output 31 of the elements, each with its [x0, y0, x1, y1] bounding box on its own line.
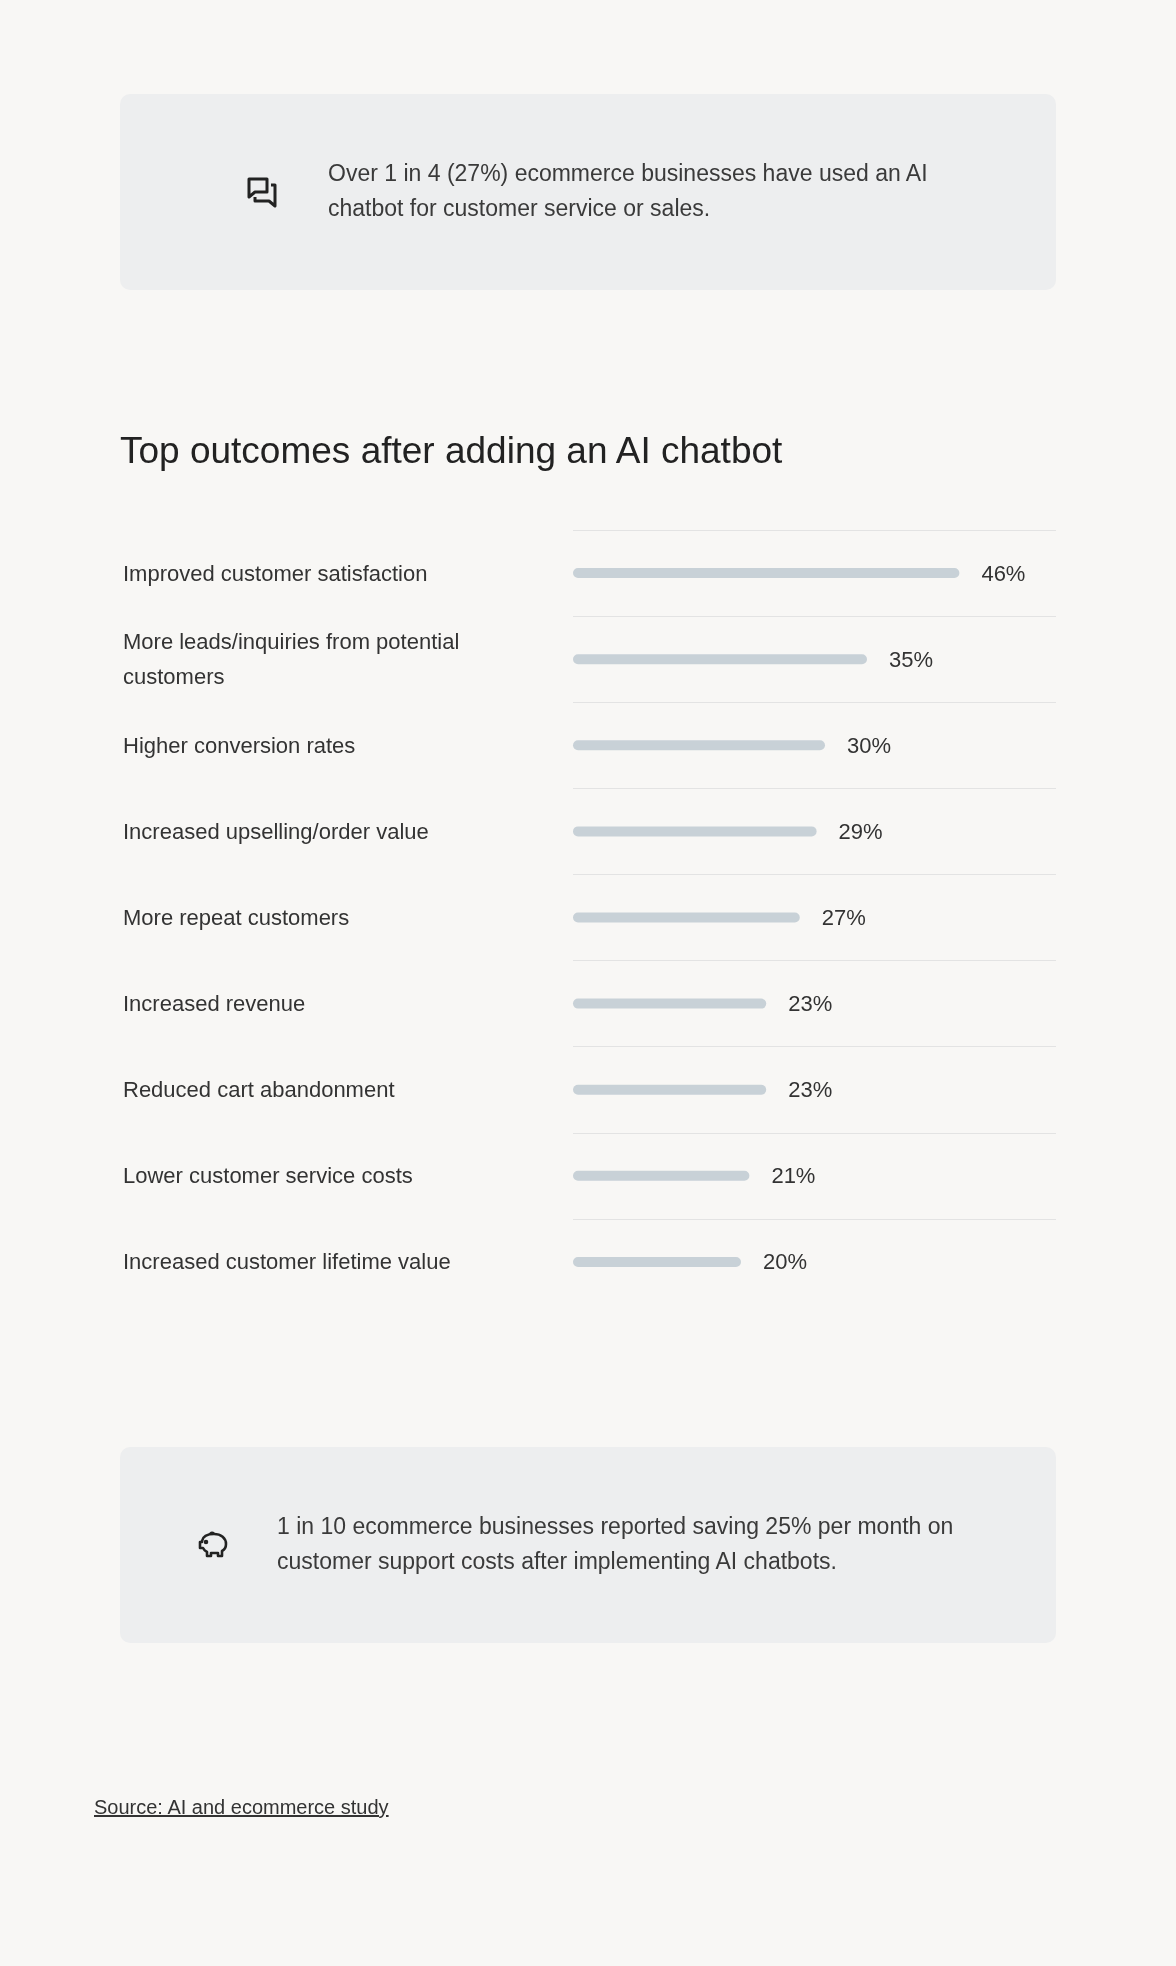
y-tick-label: Increased customer lifetime value	[123, 1249, 451, 1275]
data-label: 35%	[889, 646, 934, 672]
data-label: 23%	[788, 1077, 833, 1103]
bar	[573, 1170, 750, 1181]
bar	[573, 998, 767, 1009]
y-tick-label: Increased revenue	[123, 991, 306, 1017]
data-label: 29%	[838, 818, 883, 844]
data-label: 46%	[981, 560, 1026, 586]
bar	[573, 826, 817, 837]
y-tick-label: Improved customer satisfaction	[123, 560, 428, 586]
data-label: 27%	[821, 905, 866, 930]
data-label: 23%	[788, 991, 833, 1017]
text: 1 in 10 ecommerce businesses reported saving 25% per month on customer support costs after implementing AI chatbots.	[277, 1512, 955, 1576]
bar	[573, 1256, 741, 1267]
data-label: 20%	[763, 1249, 808, 1275]
data-label: 30%	[847, 732, 892, 758]
bar	[573, 1084, 767, 1095]
data-label: 21%	[771, 1163, 816, 1189]
text: Over 1 in 4 (27%) ecommerce businesses have used an AI chatbot for customer service or sales.	[328, 159, 929, 223]
bar	[573, 654, 867, 665]
y-tick-label: More leads/inquiries from potential customers	[123, 629, 466, 690]
y-tick-label: Reduced cart abandonment	[123, 1077, 395, 1103]
y-tick-label: Lower customer service costs	[123, 1163, 413, 1189]
y-tick-label: Higher conversion rates	[123, 732, 356, 758]
y-tick-label: Increased upselling/order value	[123, 818, 429, 844]
bar	[573, 740, 825, 751]
y-tick-label: More repeat customers	[123, 905, 350, 930]
bar	[573, 568, 960, 579]
chart-title: Top outcomes after adding an AI chatbot	[120, 430, 783, 472]
bar	[573, 912, 800, 923]
source-note: Source: AI and ecommerce study	[94, 1796, 389, 1819]
